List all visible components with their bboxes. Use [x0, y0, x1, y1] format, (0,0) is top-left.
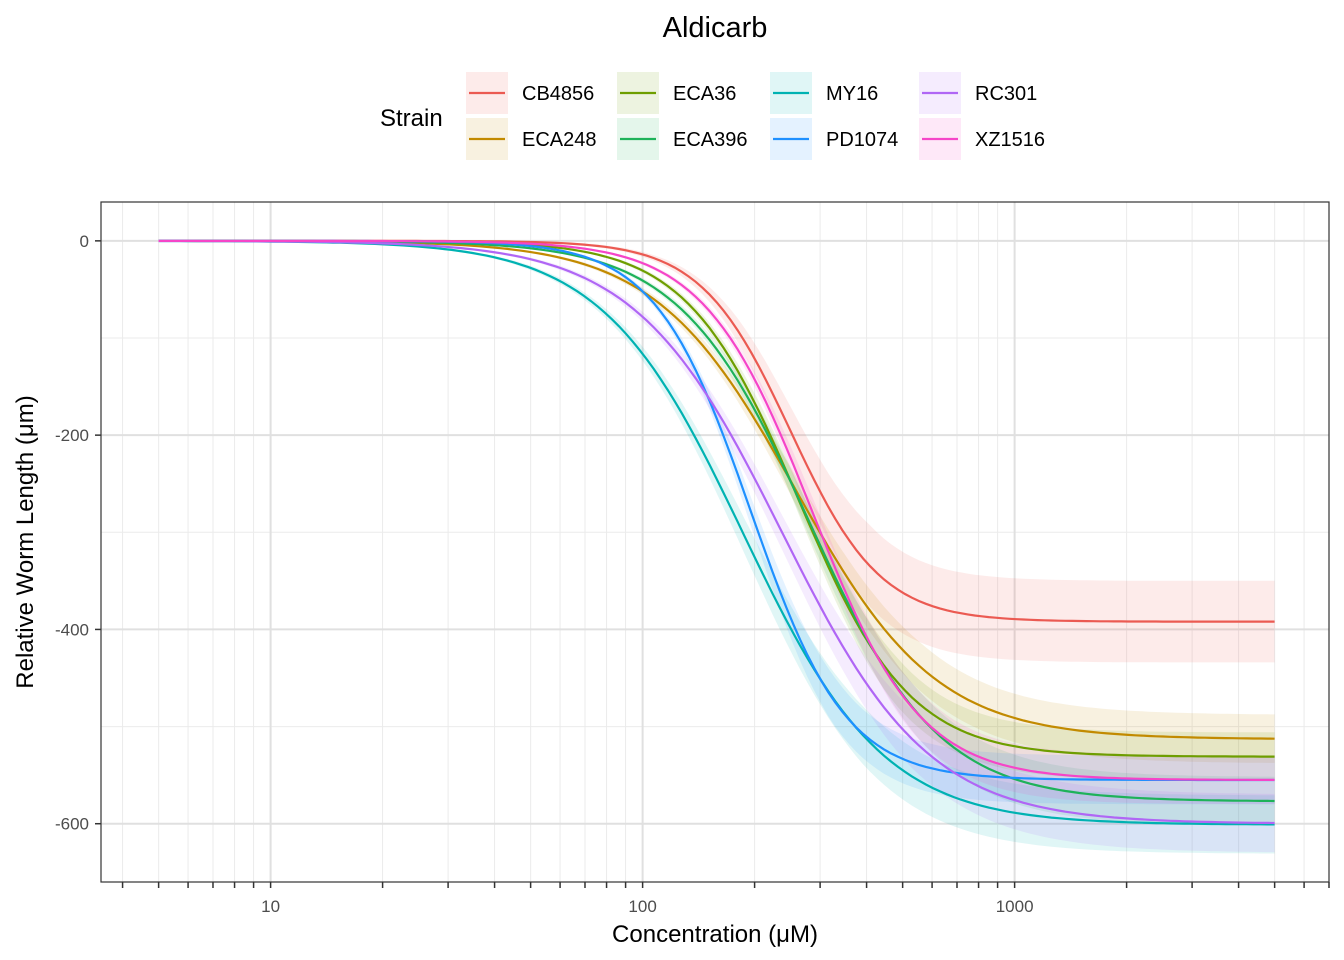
x-axis-title: Concentration (μM): [612, 921, 818, 948]
y-tick-label: -200: [55, 426, 89, 445]
legend-label-pd1074: PD1074: [826, 129, 898, 151]
legend-label-eca36: ECA36: [673, 83, 736, 105]
y-tick-label: -600: [55, 815, 89, 834]
legend-label-cb4856: CB4856: [522, 83, 594, 105]
x-tick-label: 100: [628, 897, 656, 916]
legend-label-xz1516: XZ1516: [975, 129, 1045, 151]
plot-panel: [100, 201, 1330, 883]
y-axis: 0 -200 -400 -600: [55, 232, 101, 834]
series-line-xz1516: [158, 239, 1275, 781]
y-axis-title: Relative Worm Length (μm): [12, 395, 39, 688]
legend-label-eca396: ECA396: [673, 129, 748, 151]
y-tick-label: 0: [80, 232, 89, 251]
confidence-ribbons: [158, 240, 1275, 854]
x-axis: 10 100 1000: [121, 882, 1330, 916]
x-tick-label: 1000: [996, 897, 1034, 916]
legend-label-eca248: ECA248: [522, 129, 597, 151]
grid-minor: [101, 202, 1330, 882]
panel-border: [100, 201, 1330, 883]
legend-title: Strain: [380, 105, 443, 132]
legend-label-my16: MY16: [826, 83, 878, 105]
legend-label-rc301: RC301: [975, 83, 1037, 105]
series-lines: [158, 239, 1275, 826]
x-tick-label: 10: [261, 897, 280, 916]
legend: Strain CB4856 ECA248 ECA36 ECA396 MY16 PD1074…: [380, 72, 1045, 160]
chart-title: Aldicarb: [663, 12, 768, 44]
panel-background: [101, 202, 1329, 882]
ribbon-cb4856: [158, 240, 1275, 663]
y-tick-label: -400: [55, 620, 89, 639]
series-line-rc301: [158, 239, 1275, 825]
